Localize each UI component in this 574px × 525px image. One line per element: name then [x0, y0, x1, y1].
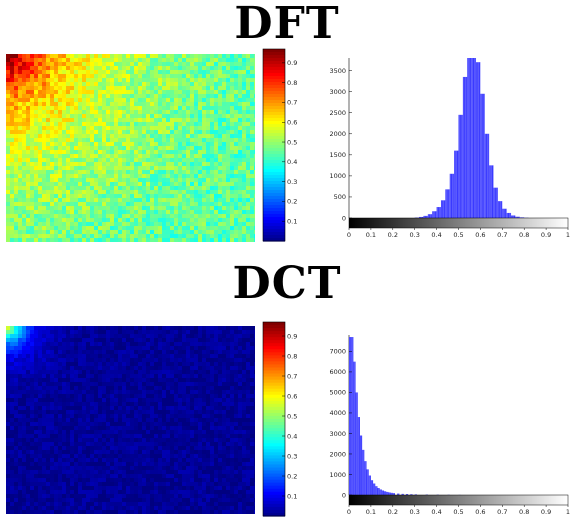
dft-histogram-bar — [440, 200, 446, 218]
dct-intensity-strip — [348, 494, 569, 506]
dct-x-tick-label: 0.1 — [366, 508, 376, 516]
dft-histogram-bar — [419, 216, 424, 218]
dct-y-tick-label: 3000 — [329, 430, 346, 438]
dct-colorbar-tick-label: 0.7 — [287, 372, 297, 380]
dft-colorbar-tick-label: 0.1 — [287, 218, 297, 226]
dft-x-tick-label: 0.6 — [475, 231, 485, 239]
dct-colorbar: 0.1 0.2 0.3 0.4 0.5 0.6 0.7 0.8 0.9 — [262, 321, 297, 517]
dft-colorbar: 0.1 0.2 0.3 0.4 0.5 0.6 0.7 0.8 0.9 — [262, 48, 297, 242]
dft-x-tick-label: 0.7 — [497, 231, 507, 239]
dft-colorbar-tick-label: 0.6 — [287, 119, 297, 127]
dft-intensity-strip — [348, 217, 569, 229]
dct-colorbar-tick-label: 0.1 — [287, 492, 297, 500]
dct-y-tick-label: 0 — [342, 491, 346, 499]
dft-y-tick-label: 1500 — [329, 151, 346, 159]
dft-y-tick-label: 1000 — [329, 172, 346, 180]
dft-histogram-bar — [497, 201, 503, 218]
dft-y-tick-label: 2500 — [329, 109, 346, 117]
dft-x-tick-label: 0.1 — [366, 231, 376, 239]
dct-y-tick-label: 7000 — [329, 348, 346, 356]
dct-y-tick-label: 5000 — [329, 389, 346, 397]
dft-histogram-bar — [515, 216, 520, 218]
dft-colorbar-tick-label: 0.5 — [287, 138, 297, 146]
dft-histogram-bar — [519, 217, 525, 218]
dft-histogram-bar — [480, 93, 485, 218]
dct-x-tick-label: 1 — [566, 508, 570, 516]
dft-histogram-bar — [445, 189, 450, 218]
dft-colorbar-tick-label: 0.9 — [287, 59, 297, 67]
dft-histogram-bar — [427, 214, 433, 218]
dft-histogram-bar — [471, 58, 477, 218]
dft-colorbar-tick-label: 0.2 — [287, 198, 297, 206]
dft-histogram-bar — [432, 211, 437, 218]
dft-colorbar-tick-label: 0.4 — [287, 158, 297, 166]
dft-histogram-bar — [493, 187, 498, 218]
dct-colorbar-tick-label: 0.4 — [287, 432, 297, 440]
dct-colorbar-tick-label: 0.2 — [287, 472, 297, 480]
dft-x-tick-label: 0.2 — [388, 231, 398, 239]
dct-colorbar-tick-label: 0.9 — [287, 332, 297, 340]
dct-colorbar-tick-label: 0.8 — [287, 352, 297, 360]
dct-title: DCT — [232, 258, 342, 309]
dft-histogram-bar — [506, 212, 512, 218]
dft-histogram-bar — [449, 173, 455, 218]
dft-y-tick-label: 0 — [342, 214, 346, 222]
dct-x-tick-label: 0.5 — [453, 508, 463, 516]
dft-y-tick-label: 3500 — [329, 67, 346, 75]
dft-x-tick-label: 1 — [566, 231, 570, 239]
dct-x-tick-label: 0.9 — [541, 508, 551, 516]
dct-x-tick-label: 0.2 — [388, 508, 398, 516]
dft-y-tick-label: 500 — [334, 193, 346, 201]
dct-colorbar-tick-label: 0.5 — [287, 412, 297, 420]
dft-colorbar-tick-label: 0.8 — [287, 79, 297, 87]
dft-y-tick-label: 3000 — [329, 88, 346, 96]
dft-histogram: 0 500 1000 1500 2000 2500 3000 3500 0 0.1 0.2 0.3 0.… — [329, 58, 570, 239]
dft-histogram-bar — [476, 62, 481, 218]
dft-histogram-bar — [462, 76, 468, 219]
dft-x-tick-label: 0.3 — [410, 231, 420, 239]
dft-histogram-bar — [502, 208, 507, 218]
dct-x-tick-label: 0.6 — [475, 508, 485, 516]
dft-x-tick-label: 0.8 — [519, 231, 529, 239]
dct-y-tick-label: 4000 — [329, 409, 346, 417]
dct-colorbar-tick-label: 0.3 — [287, 452, 297, 460]
dft-histogram-bar — [489, 165, 494, 218]
dft-x-tick-label: 0.9 — [541, 231, 551, 239]
dct-y-tick-label: 2000 — [329, 450, 346, 458]
dct-x-tick-label: 0.8 — [519, 508, 529, 516]
dft-heatmap — [6, 54, 255, 242]
dct-colorbar-tick-label: 0.6 — [287, 392, 297, 400]
dft-histogram-bar — [436, 207, 441, 218]
dft-colorbar-tick-label: 0.3 — [287, 178, 297, 186]
dft-histogram-bar — [484, 133, 490, 218]
dft-y-tick-label: 2000 — [329, 130, 346, 138]
dft-histogram-bar — [511, 215, 516, 218]
dft-histogram-bar — [458, 114, 463, 218]
dft-x-tick-label: 0.4 — [431, 231, 441, 239]
dct-heatmap — [6, 326, 255, 514]
dct-histogram: 0 1000 2000 3000 4000 5000 6000 7000 0 0.1 0.2 0.3 0… — [329, 335, 570, 516]
dct-x-tick-label: 0 — [347, 508, 351, 516]
dft-histogram-bar — [467, 58, 472, 218]
dct-y-tick-label: 6000 — [329, 368, 346, 376]
dft-colorbar-tick-label: 0.7 — [287, 99, 297, 107]
dct-x-tick-label: 0.7 — [497, 508, 507, 516]
dft-histogram-bar — [423, 215, 428, 218]
dft-title: DFT — [234, 0, 340, 49]
dft-x-tick-label: 0 — [347, 231, 351, 239]
dct-x-tick-label: 0.4 — [431, 508, 441, 516]
dft-histogram-bar — [454, 150, 459, 218]
dct-x-tick-label: 0.3 — [410, 508, 420, 516]
dft-x-tick-label: 0.5 — [453, 231, 463, 239]
dct-y-tick-label: 1000 — [329, 471, 346, 479]
